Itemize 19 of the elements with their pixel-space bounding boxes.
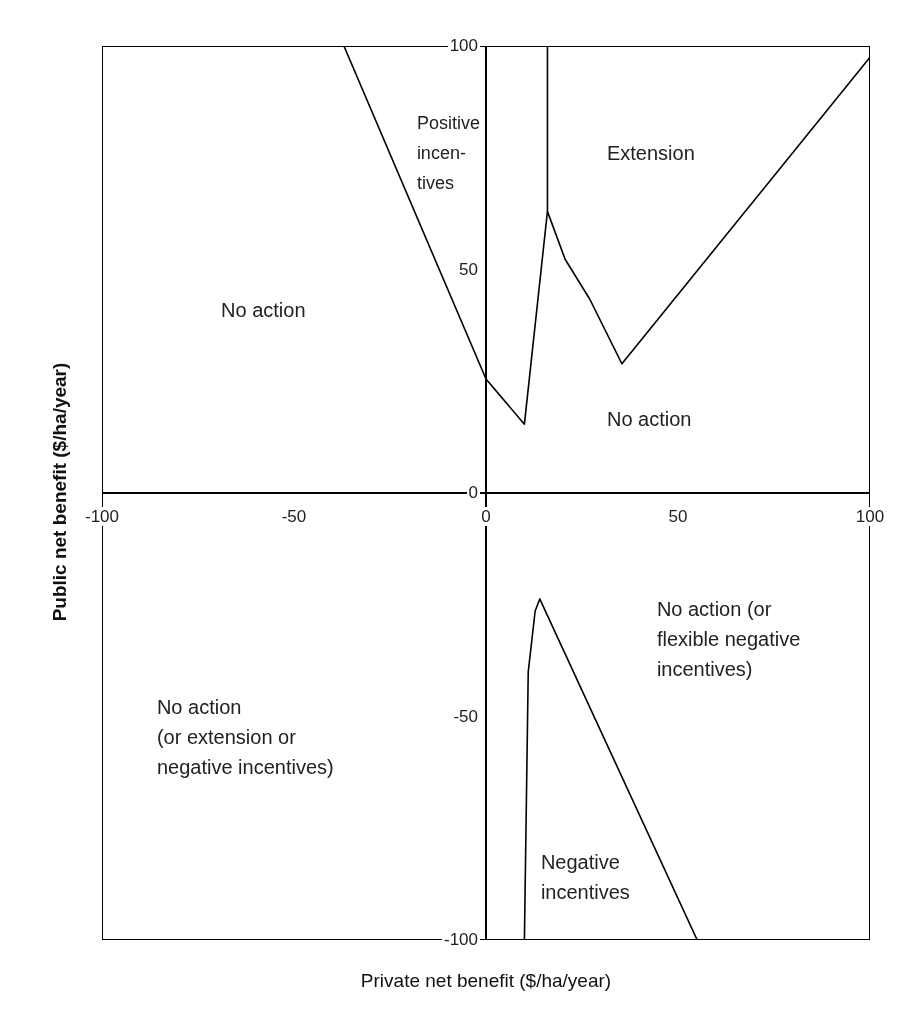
y-tick-label: 0 — [466, 483, 480, 502]
y-tick-label: -100 — [441, 930, 480, 949]
annotation: Extension — [606, 141, 695, 167]
annotation: No action (or flexible negative incentives) — [656, 597, 801, 683]
annotation: Negative incentives — [540, 850, 630, 906]
y-axis-title: Public net benefit ($/ha/year) — [49, 361, 71, 624]
x-tick-label: 0 — [479, 507, 493, 526]
x-tick-label: -100 — [82, 507, 122, 526]
x-tick-label: 100 — [853, 507, 887, 526]
x-axis-title: Private net benefit ($/ha/year) — [359, 970, 613, 992]
y-tick-label: -50 — [451, 706, 480, 726]
x-tick-label: -50 — [279, 507, 309, 526]
annotation: No action (or extension or negative incentives) — [156, 695, 334, 781]
annotation: No action — [221, 297, 306, 323]
y-tick-label: 50 — [457, 259, 480, 279]
y-tick-label: 100 — [447, 36, 480, 55]
annotation: No action — [606, 406, 692, 432]
x-tick-label: 50 — [666, 507, 690, 526]
annotation: Positive incen- tives — [416, 112, 480, 196]
